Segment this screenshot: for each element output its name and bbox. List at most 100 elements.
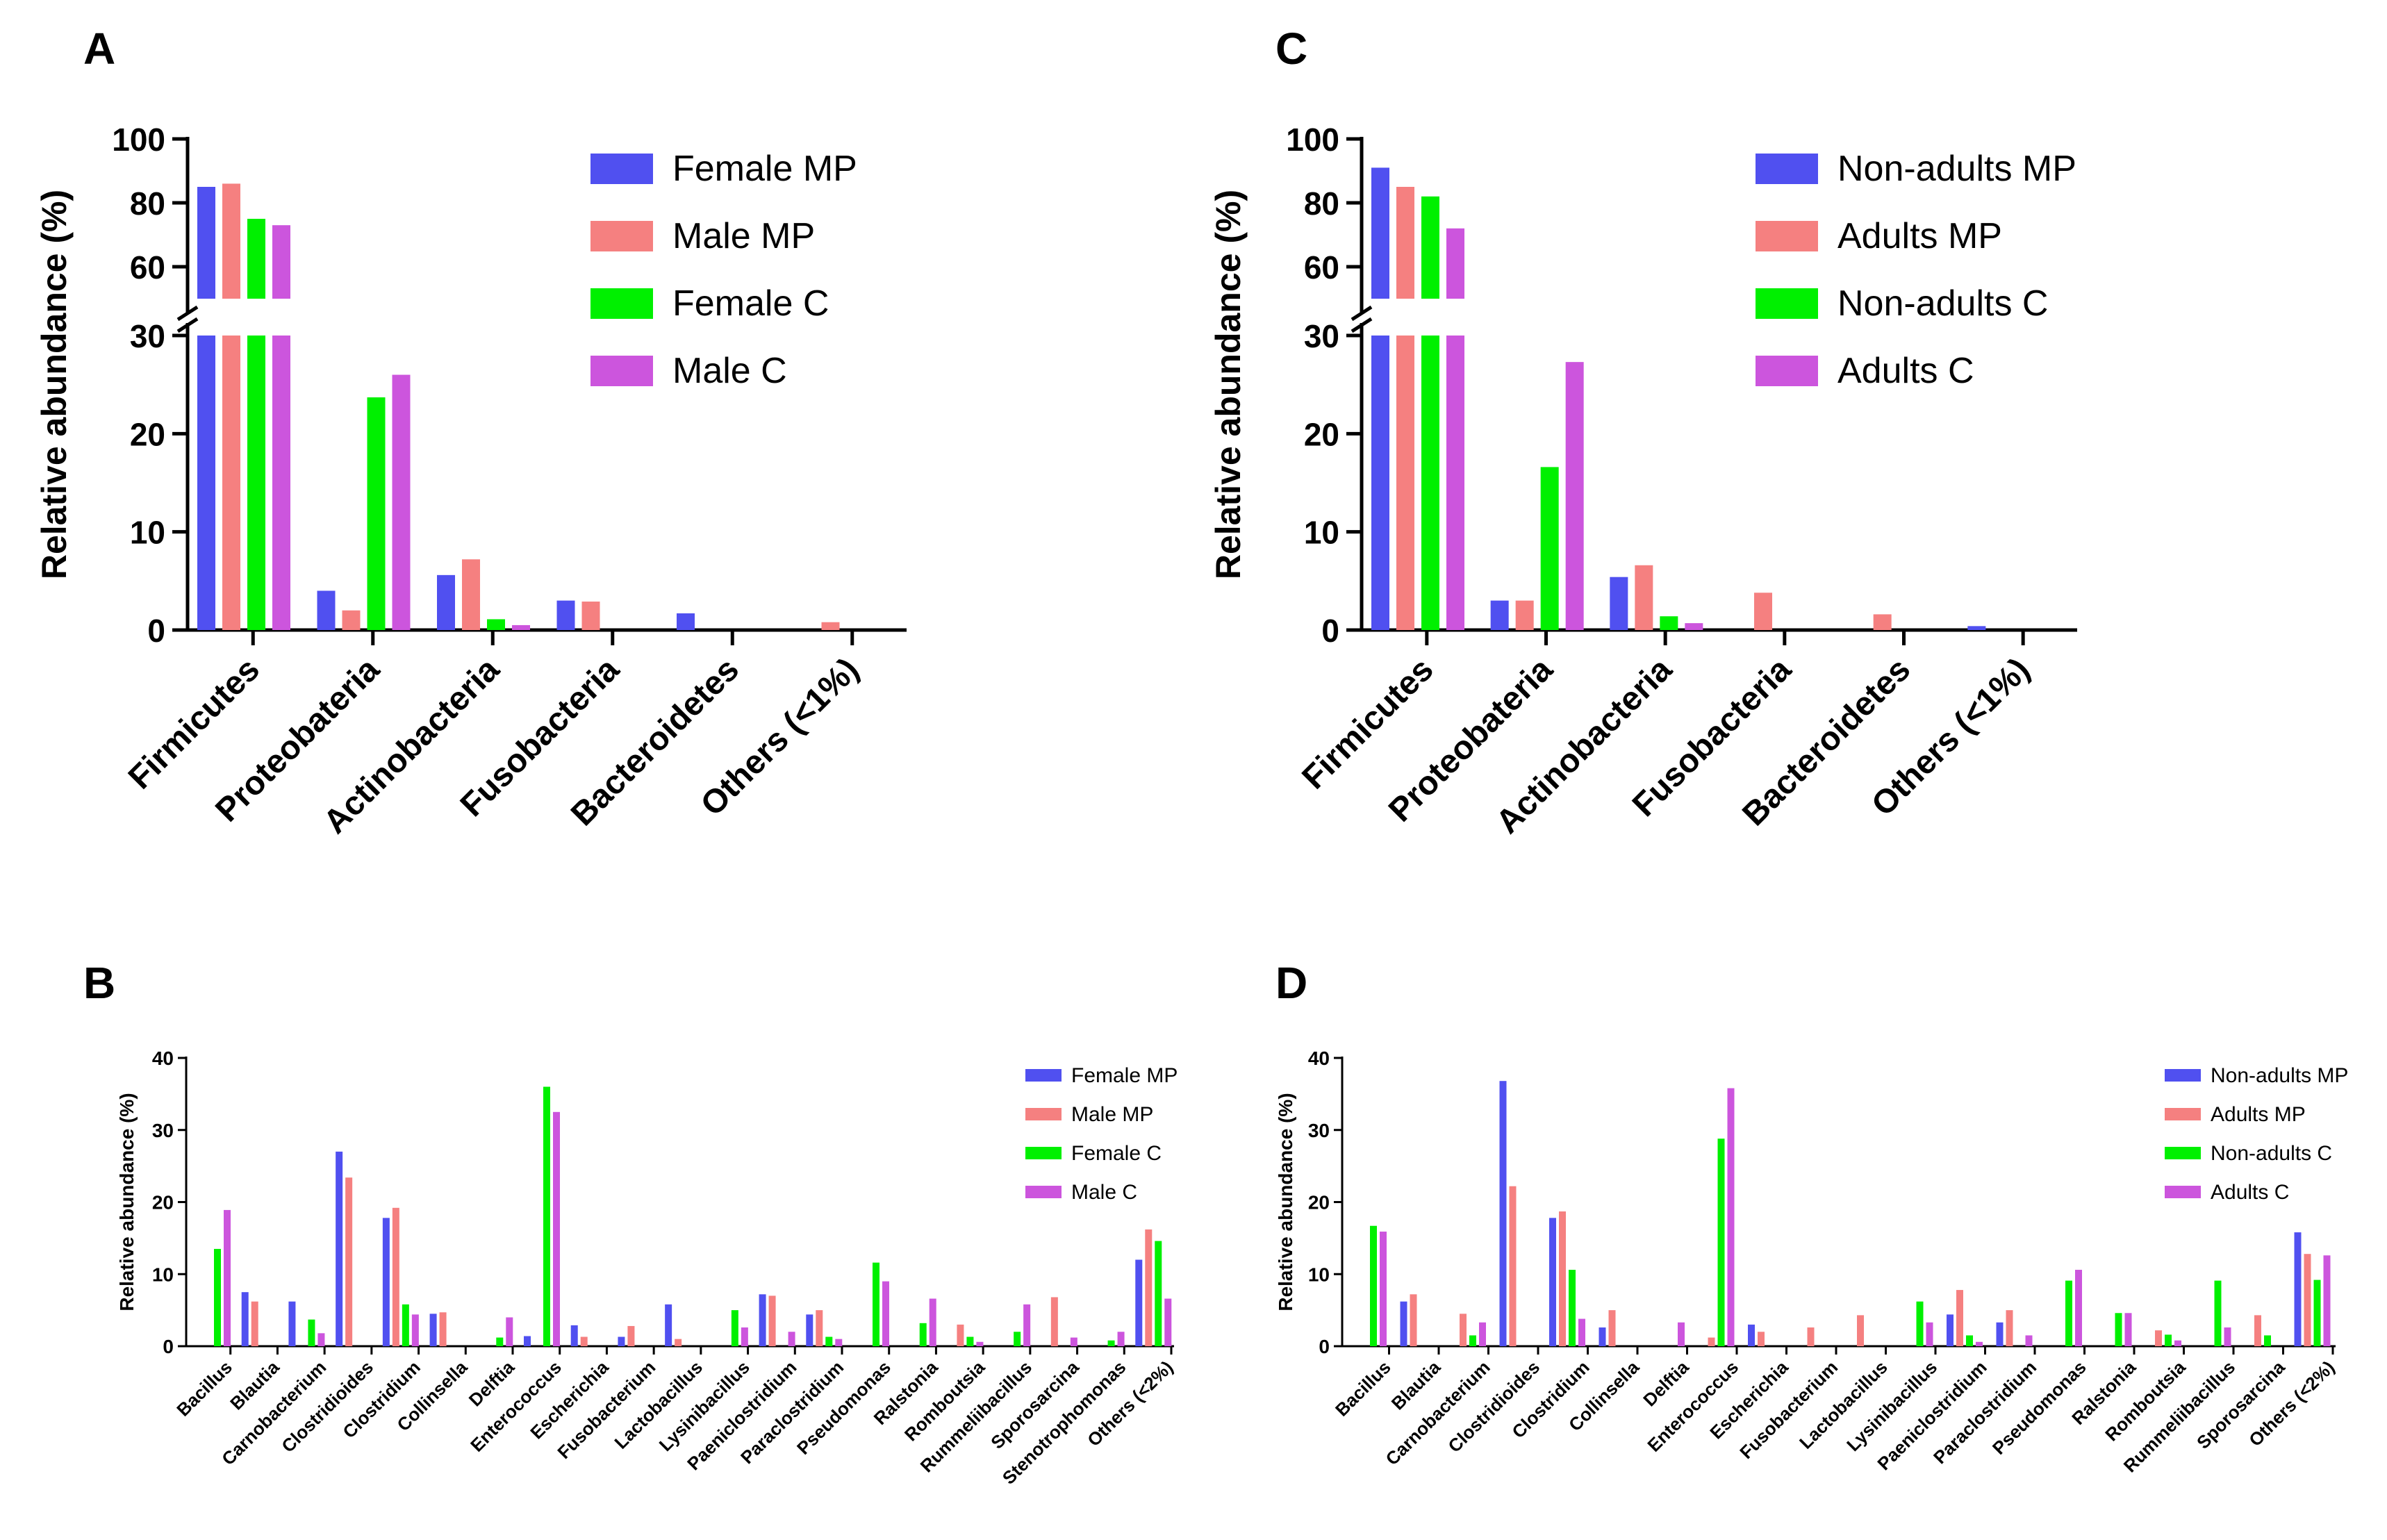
panel-label-d: D	[1275, 958, 1307, 1008]
bar-adults-c	[1926, 1322, 1933, 1346]
bar-male-c-lower	[272, 336, 290, 630]
legend-swatch-female-c	[590, 288, 653, 319]
bar-adults-mp	[1873, 614, 1892, 630]
y-tick-label: 20	[152, 1192, 174, 1214]
bar-adults-c	[2224, 1327, 2231, 1346]
bar-female-c	[966, 1336, 974, 1346]
bar-adults-c	[2075, 1270, 2082, 1346]
y-tick-label: 30	[1308, 1120, 1330, 1141]
axis-break-mark	[176, 317, 199, 333]
bar-non-adults-mp	[1967, 626, 1986, 630]
bar-female-mp	[317, 590, 336, 630]
bar-female-c	[214, 1248, 221, 1346]
bar-female-c-upper	[247, 219, 265, 299]
bar-male-mp-lower	[222, 336, 240, 630]
bar-adults-mp	[1708, 1337, 1715, 1346]
bar-female-c	[825, 1336, 833, 1346]
y-tick-label: 20	[130, 416, 165, 452]
legend-label-male-mp: Male MP	[672, 216, 815, 256]
bar-male-c	[929, 1298, 936, 1346]
y-tick-label: 10	[1308, 1264, 1330, 1285]
bar-male-c	[1023, 1304, 1031, 1346]
bar-male-mp	[462, 559, 480, 630]
bar-adults-c	[1678, 1322, 1685, 1346]
bar-non-adults-c	[1966, 1335, 1973, 1346]
bar-non-adults-c	[2214, 1280, 2222, 1346]
y-tick-label: 20	[1304, 416, 1339, 452]
bar-adults-c	[1479, 1322, 1486, 1346]
bar-male-c	[317, 1333, 325, 1346]
bar-female-mp	[288, 1301, 296, 1346]
bar-female-mp	[665, 1304, 672, 1346]
bar-male-mp	[345, 1177, 353, 1346]
bar-non-adults-c	[2165, 1334, 2172, 1346]
legend-label-non-adults-mp: Non-adults MP	[2211, 1064, 2348, 1087]
legend-swatch-male-mp	[1025, 1108, 1062, 1120]
bar-non-adults-mp-upper	[1371, 167, 1389, 299]
y-tick-label: 40	[152, 1048, 174, 1069]
bar-adults-mp	[1758, 1332, 1765, 1346]
bar-male-c	[1164, 1298, 1172, 1346]
bar-female-mp	[677, 613, 695, 630]
bar-female-mp	[437, 574, 455, 630]
legend-label-female-c: Female C	[1071, 1142, 1162, 1165]
bar-male-c	[1117, 1332, 1125, 1346]
bar-male-c	[411, 1314, 419, 1346]
legend-swatch-male-c	[1025, 1186, 1062, 1198]
bar-non-adults-mp	[1947, 1314, 1954, 1346]
y-tick-label: 100	[1286, 122, 1339, 158]
bar-non-adults-c	[1469, 1335, 1476, 1346]
legend-swatch-female-mp	[590, 154, 653, 184]
bar-female-mp	[806, 1314, 813, 1346]
bar-male-c	[512, 624, 530, 630]
bar-non-adults-mp	[1549, 1218, 1556, 1346]
bar-adults-c	[1565, 362, 1584, 630]
y-tick-label: 30	[130, 318, 165, 354]
bar-female-mp-upper	[197, 187, 215, 299]
legend-label-female-mp: Female MP	[672, 149, 857, 189]
y-tick-label: 80	[1304, 185, 1339, 222]
bar-male-c	[392, 374, 411, 630]
bar-non-adults-c	[1569, 1270, 1576, 1346]
x-tick-label: Lactobacillus	[1795, 1357, 1892, 1453]
y-tick-label: 20	[1308, 1192, 1330, 1214]
bar-non-adults-c	[1660, 616, 1678, 630]
bar-female-c	[367, 397, 386, 630]
bar-adults-mp	[1460, 1314, 1467, 1346]
legend-swatch-non-adults-c	[2165, 1147, 2201, 1159]
y-tick-label: 60	[130, 249, 165, 285]
y-tick-label: 0	[1319, 1336, 1330, 1357]
legend-label-adults-c: Adults C	[2211, 1181, 2289, 1204]
legend-swatch-adults-mp	[2165, 1108, 2201, 1120]
panel-label-b: B	[83, 958, 115, 1008]
bar-female-c	[1014, 1332, 1021, 1346]
legend-label-non-adults-mp: Non-adults MP	[1837, 149, 2076, 189]
bar-female-c-lower	[247, 336, 265, 630]
bar-adults-mp	[2006, 1310, 2013, 1346]
bar-male-c	[882, 1281, 889, 1346]
y-tick-label: 0	[1321, 613, 1339, 649]
bar-female-c	[496, 1337, 504, 1346]
bar-adults-c	[1578, 1318, 1585, 1346]
bar-adults-mp	[2254, 1315, 2261, 1346]
bar-male-c	[741, 1327, 748, 1346]
bar-non-adults-c	[1916, 1301, 1924, 1346]
bar-male-mp	[342, 610, 361, 630]
bar-adults-mp	[1608, 1310, 1616, 1346]
legend-swatch-adults-mp	[1756, 221, 1818, 251]
panel-label-c: C	[1275, 24, 1307, 74]
y-tick-label: 100	[112, 122, 165, 158]
bar-non-adults-c-upper	[1421, 196, 1439, 299]
bar-female-mp	[524, 1336, 531, 1346]
bar-male-mp	[251, 1301, 258, 1346]
y-axis-title: Relative abundance (%)	[1275, 1093, 1296, 1311]
bar-male-c	[553, 1111, 560, 1346]
bar-female-c	[487, 619, 505, 630]
bar-non-adults-c	[1717, 1139, 1725, 1346]
bar-non-adults-mp	[1996, 1322, 2004, 1346]
bar-female-c	[919, 1323, 927, 1346]
bar-female-mp	[556, 600, 575, 630]
legend-label-female-mp: Female MP	[1071, 1064, 1178, 1087]
bar-male-mp-upper	[222, 183, 240, 299]
